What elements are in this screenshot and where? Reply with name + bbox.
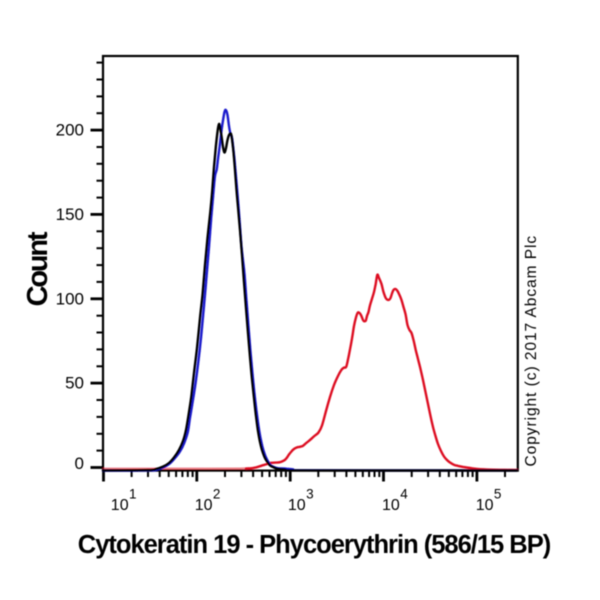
svg-text:Count: Count (22, 231, 54, 306)
svg-text:150: 150 (56, 205, 84, 224)
svg-text:50: 50 (65, 374, 84, 393)
svg-text:Copyright (c) 2017 Abcam Plc: Copyright (c) 2017 Abcam Plc (523, 235, 540, 467)
svg-text:10: 10 (288, 497, 306, 514)
svg-text:100: 100 (56, 289, 84, 308)
svg-text:0: 0 (75, 454, 84, 473)
svg-text:10: 10 (382, 497, 400, 514)
svg-text:10: 10 (476, 497, 494, 514)
svg-text:5: 5 (494, 487, 502, 502)
svg-text:1: 1 (129, 487, 137, 502)
svg-text:3: 3 (306, 487, 314, 502)
svg-text:10: 10 (111, 497, 129, 514)
svg-text:2: 2 (213, 487, 221, 502)
svg-text:Cytokeratin 19 - Phycoerythrin: Cytokeratin 19 - Phycoerythrin (586/15 B… (78, 531, 551, 559)
svg-text:200: 200 (56, 121, 84, 140)
svg-text:10: 10 (195, 497, 213, 514)
svg-text:4: 4 (400, 487, 408, 502)
